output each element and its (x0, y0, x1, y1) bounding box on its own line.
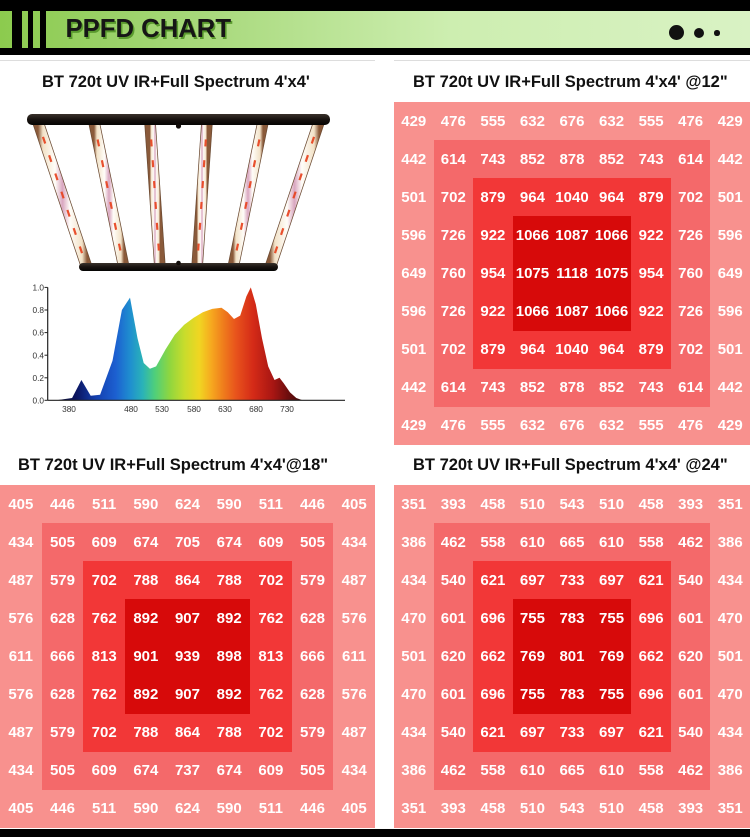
svg-text:1.0: 1.0 (32, 283, 44, 293)
svg-text:630: 630 (218, 404, 232, 414)
svg-text:380: 380 (62, 404, 76, 414)
svg-text:0.6: 0.6 (32, 328, 44, 338)
svg-text:580: 580 (187, 404, 201, 414)
svg-text:730: 730 (280, 404, 294, 414)
svg-text:480: 480 (124, 404, 138, 414)
svg-text:0.4: 0.4 (32, 350, 44, 360)
svg-text:0.2: 0.2 (32, 373, 44, 383)
svg-text:0.8: 0.8 (32, 305, 44, 315)
svg-text:0.0: 0.0 (32, 396, 44, 406)
svg-text:680: 680 (249, 404, 263, 414)
svg-text:530: 530 (155, 404, 169, 414)
